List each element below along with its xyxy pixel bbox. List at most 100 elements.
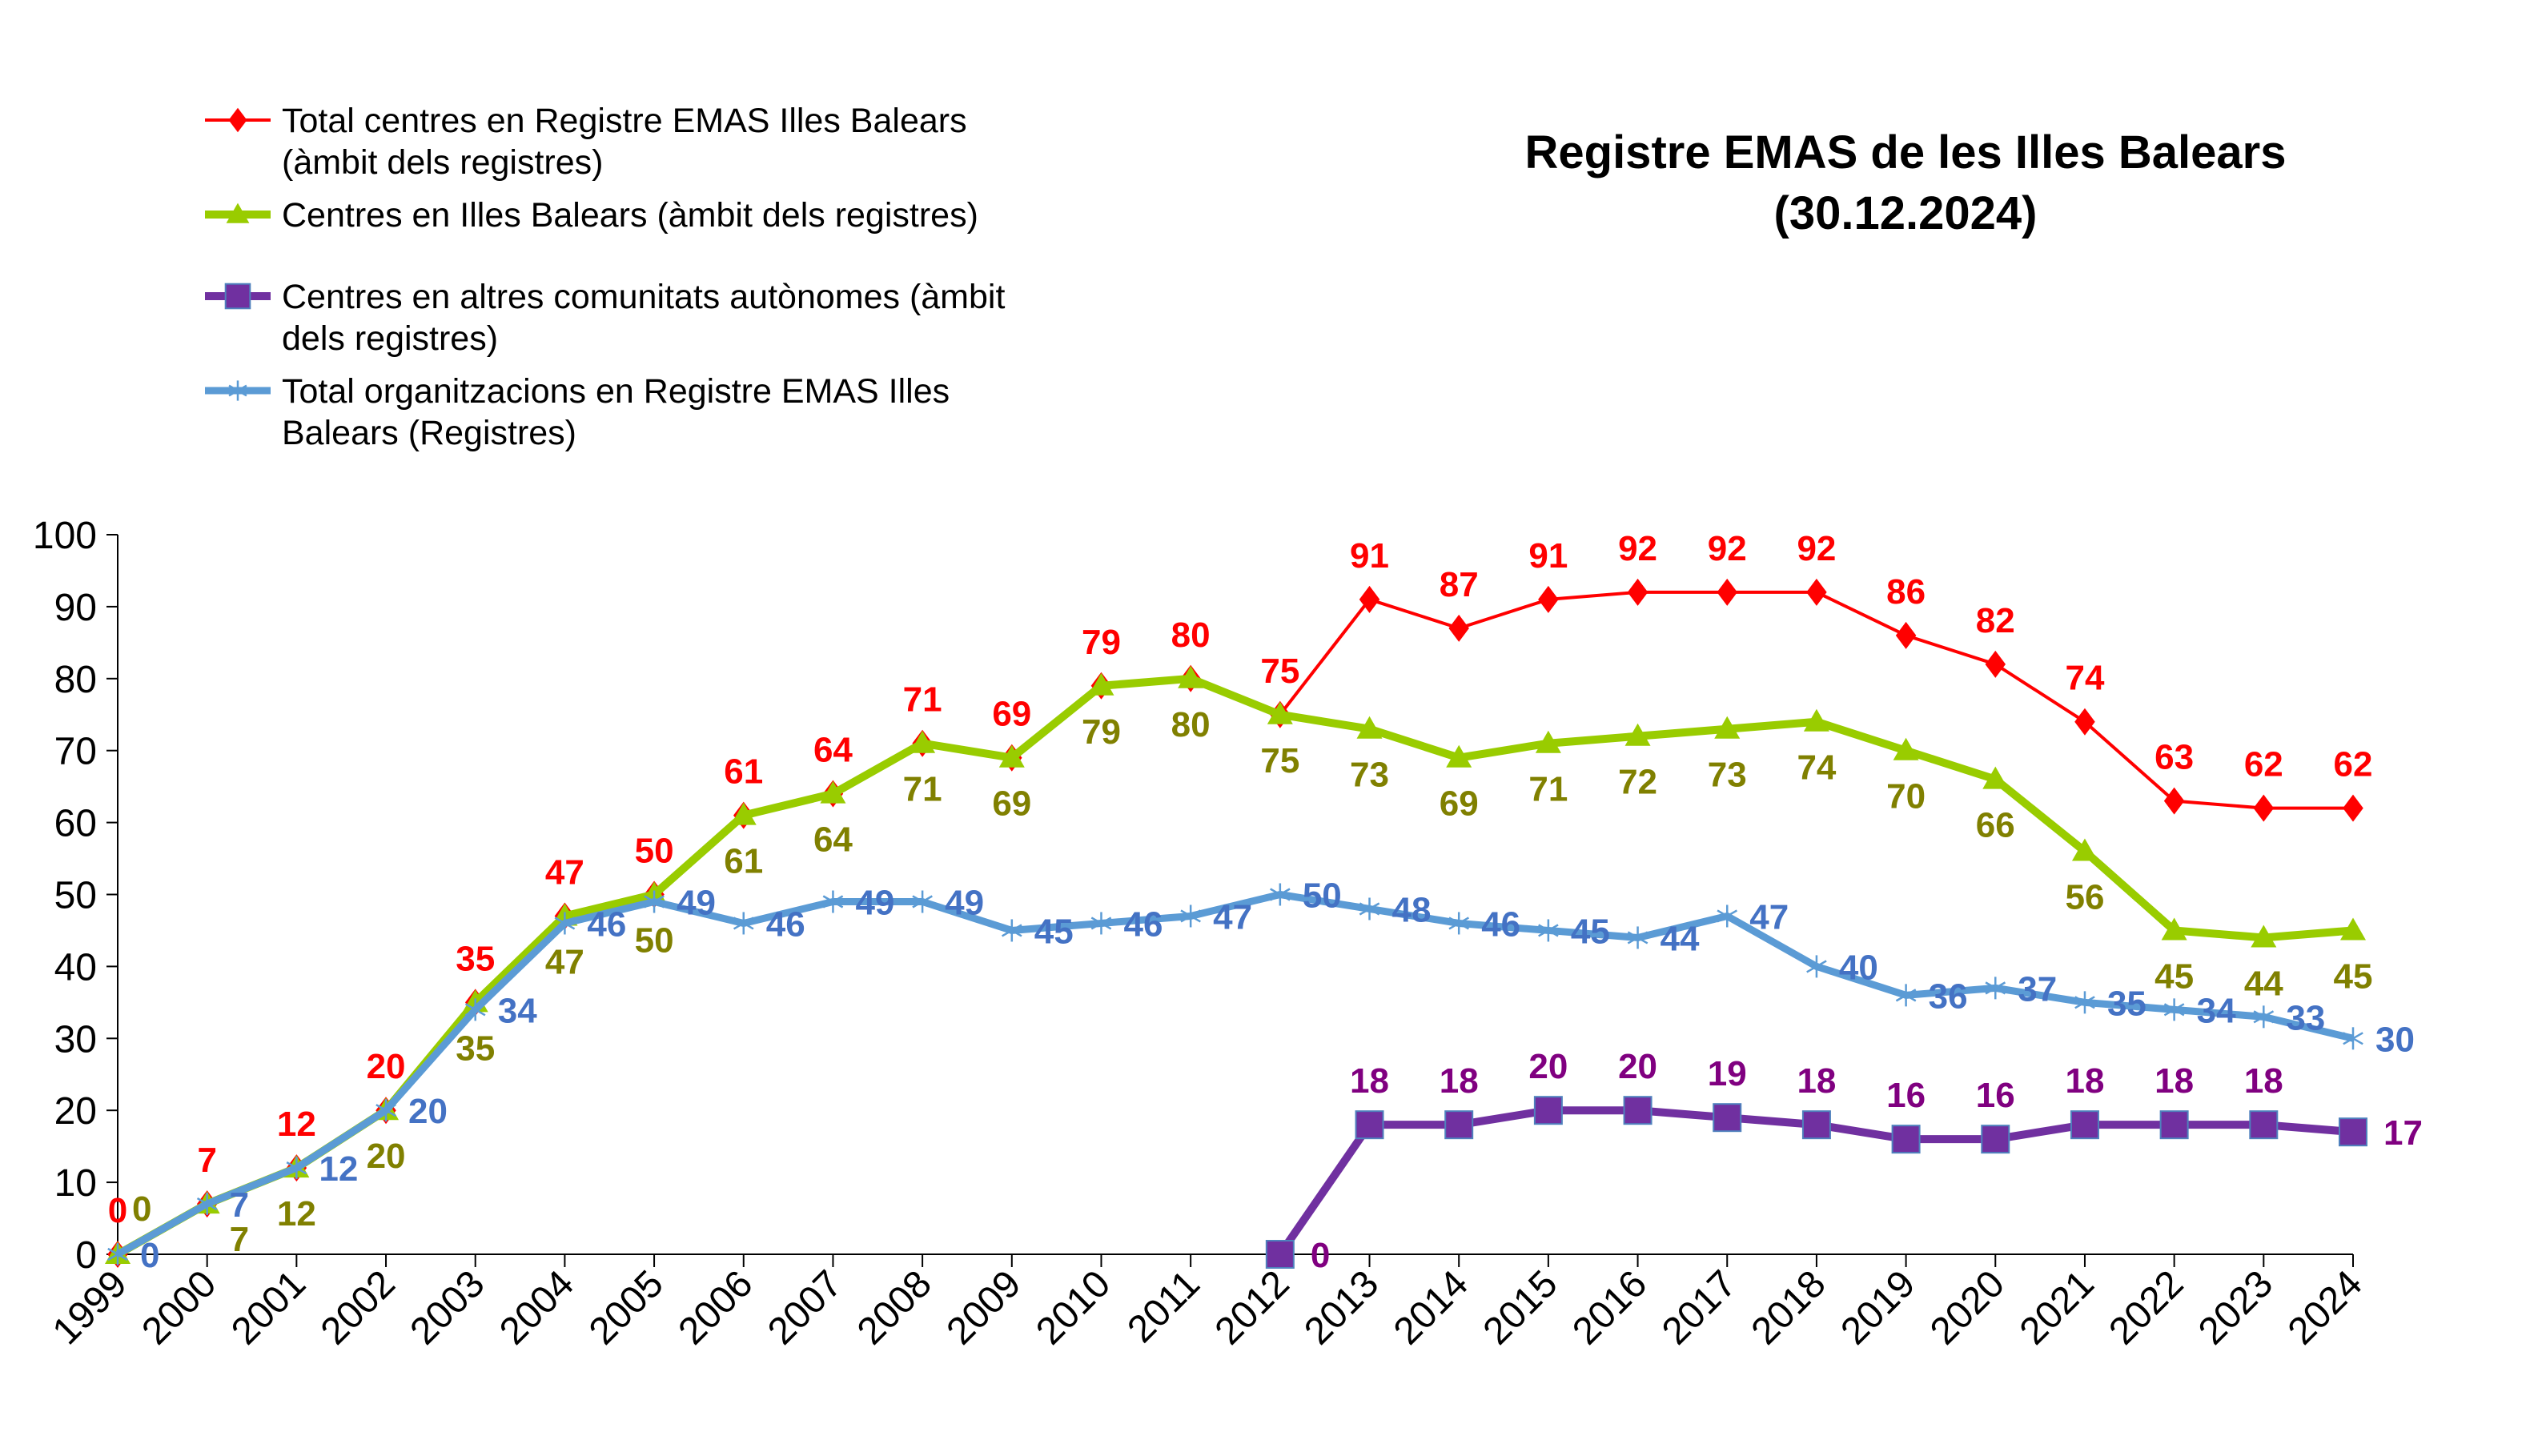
asterisk-marker: [2253, 1005, 2275, 1029]
asterisk-marker: [107, 1243, 128, 1265]
data-label: 47: [545, 852, 584, 892]
x-tick-label: 2005: [581, 1262, 672, 1353]
data-label: 73: [1708, 756, 1747, 795]
triangle-marker: [1356, 716, 1383, 739]
data-label: 40: [1839, 948, 1878, 987]
x-tick-label: 2013: [1296, 1262, 1387, 1353]
diamond-marker: [1627, 578, 1648, 606]
data-label: 19: [1708, 1054, 1747, 1093]
triangle-marker: [226, 203, 250, 223]
data-label: 64: [813, 731, 853, 770]
legend-label: (àmbit dels registres): [282, 143, 603, 182]
series-line: [115, 674, 2354, 1258]
data-label: 7: [230, 1185, 249, 1225]
data-label: 50: [635, 921, 674, 961]
data-label: 69: [1440, 784, 1479, 824]
y-tick-label: 90: [54, 587, 97, 629]
data-label: 46: [1123, 904, 1163, 944]
triangle-marker: [1535, 730, 1561, 753]
diamond-marker: [1806, 578, 1827, 606]
data-label: 49: [945, 883, 984, 922]
asterisk-marker: [1001, 919, 1022, 942]
data-label: 18: [2065, 1061, 2104, 1101]
x-tick-label: 2008: [849, 1262, 940, 1353]
diamond-marker: [1538, 585, 1559, 613]
square-marker: [1355, 1110, 1384, 1140]
y-tick-label: 10: [54, 1162, 97, 1205]
x-tick-label: 2006: [671, 1262, 761, 1353]
triangle-marker: [1982, 766, 2009, 789]
data-label: 48: [1392, 890, 1432, 929]
data-label: 69: [992, 695, 1031, 734]
data-label: 45: [1034, 912, 1074, 951]
data-label: 79: [1082, 623, 1121, 662]
asterisk-marker: [1090, 912, 1112, 935]
data-label: 0: [140, 1236, 159, 1275]
asterisk-marker: [644, 890, 665, 913]
legend-label: Total organitzacions en Registre EMAS Il…: [282, 372, 950, 411]
data-label: 62: [2244, 745, 2283, 784]
triangle-marker: [2071, 838, 2098, 861]
data-label: 0: [108, 1191, 127, 1230]
asterisk-marker: [1448, 912, 1470, 935]
y-tick-label: 0: [75, 1234, 97, 1277]
data-label: 79: [1082, 712, 1121, 752]
x-tick-label: 2012: [1207, 1262, 1298, 1353]
chart-title: Registre EMAS de les Illes Balears (30.1…: [1525, 126, 2287, 239]
x-tick-label: 2016: [1564, 1262, 1655, 1353]
triangle-marker: [730, 802, 757, 825]
square-marker: [1801, 1110, 1831, 1140]
legend-item-1: Centres en Illes Balears (àmbit dels reg…: [205, 196, 978, 235]
data-label: 92: [1618, 529, 1657, 568]
data-label: 0: [132, 1189, 151, 1229]
legend-label: Balears (Registres): [282, 414, 576, 452]
asterisk-marker: [1538, 919, 1559, 942]
data-label: 71: [903, 770, 942, 809]
square-marker: [2159, 1110, 2189, 1140]
square-marker: [1265, 1240, 1295, 1269]
data-label: 7: [230, 1220, 249, 1259]
triangle-marker: [1178, 665, 1204, 688]
diamond-marker: [1895, 621, 1917, 649]
asterisk-marker: [375, 1099, 396, 1122]
data-label: 46: [1481, 904, 1520, 944]
data-label: 45: [2154, 957, 2194, 996]
data-label: 7: [197, 1141, 216, 1180]
asterisk-marker: [228, 380, 247, 401]
data-label: 56: [2065, 878, 2104, 917]
data-label: 49: [677, 883, 716, 922]
series-line: [115, 891, 2355, 1257]
data-label: 92: [1708, 529, 1747, 568]
data-label: 35: [456, 1029, 495, 1068]
y-tick-label: 80: [54, 659, 97, 701]
square-marker: [1713, 1103, 1742, 1133]
asterisk-marker: [1359, 897, 1380, 921]
x-tick-label: 2011: [1119, 1262, 1207, 1350]
data-label: 70: [1886, 777, 1926, 816]
y-tick-label: 100: [33, 515, 97, 557]
data-label: 34: [498, 991, 537, 1030]
triangle-marker: [1893, 737, 1919, 760]
data-label: 47: [1749, 897, 1789, 937]
x-tick-label: 2014: [1386, 1262, 1476, 1353]
data-label: 33: [2286, 998, 2325, 1037]
data-label: 18: [1350, 1061, 1389, 1101]
asterisk-marker: [733, 912, 754, 935]
triangle-marker: [910, 730, 936, 753]
legend-item-0: Total centres en Registre EMAS Illes Bal…: [205, 102, 967, 182]
diamond-marker: [1448, 614, 1469, 642]
y-tick-label: 40: [54, 946, 97, 989]
legend-label: Centres en altres comunitats autònomes (…: [282, 278, 1005, 316]
data-label: 71: [1528, 770, 1568, 809]
data-label: 12: [277, 1105, 316, 1144]
diamond-marker: [2343, 794, 2363, 822]
asterisk-marker: [822, 890, 844, 913]
data-label: 50: [635, 832, 674, 871]
diamond-marker: [228, 107, 247, 133]
data-label: 35: [2107, 984, 2146, 1023]
data-label: 18: [1440, 1061, 1479, 1101]
y-tick-label: 70: [54, 731, 97, 773]
triangle-marker: [820, 780, 846, 804]
chart-title-line-2: (30.12.2024): [1774, 187, 2038, 239]
